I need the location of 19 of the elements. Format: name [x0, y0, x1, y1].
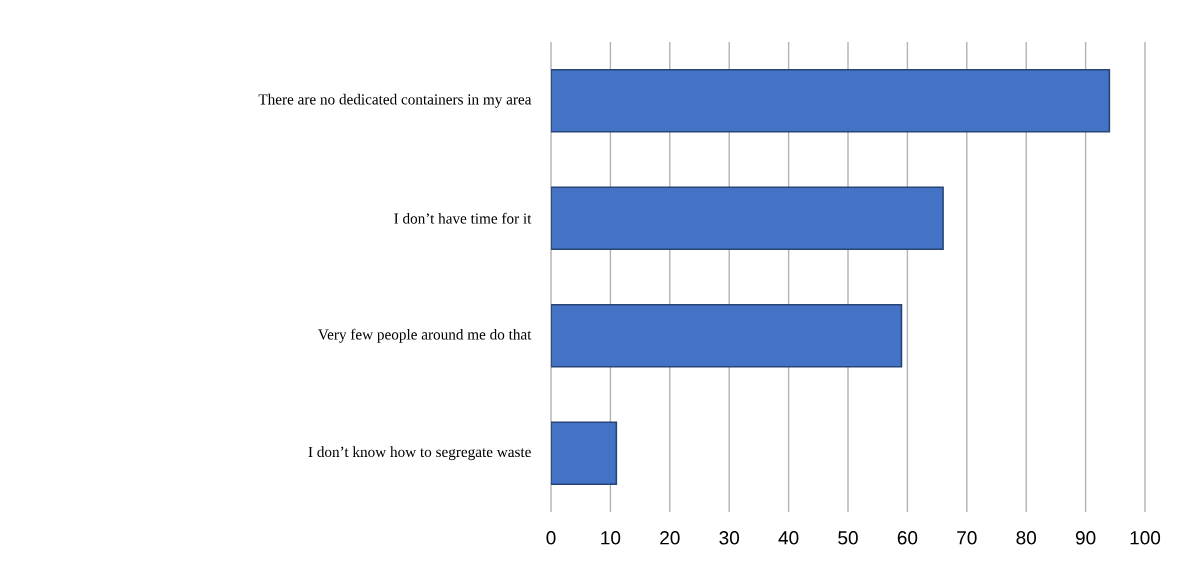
x-tick-label: 0: [546, 531, 556, 545]
y-tick-label: I don’t know how to segregate waste: [308, 446, 531, 461]
x-tick-label: 20: [660, 531, 680, 545]
bar: [551, 186, 944, 251]
x-tick-label: 80: [1016, 531, 1037, 545]
x-tick-label: 90: [1075, 531, 1096, 545]
x-tick-label: 70: [957, 531, 977, 545]
x-tick-label: 100: [1130, 531, 1161, 545]
x-tick-label: 50: [838, 531, 858, 545]
x-tick-label: 40: [778, 531, 799, 545]
y-tick-label: Very few people around me do that: [317, 328, 532, 343]
y-tick-label: I don’t have time for it: [394, 212, 532, 224]
bar: [551, 303, 903, 368]
x-tick-label: 10: [601, 531, 621, 545]
y-tick-label: There are no dedicated containers in my area: [258, 93, 532, 108]
x-tick-label: 30: [719, 531, 740, 545]
bar: [551, 421, 618, 486]
x-tick-label: 60: [897, 531, 918, 545]
bar: [551, 68, 1111, 133]
